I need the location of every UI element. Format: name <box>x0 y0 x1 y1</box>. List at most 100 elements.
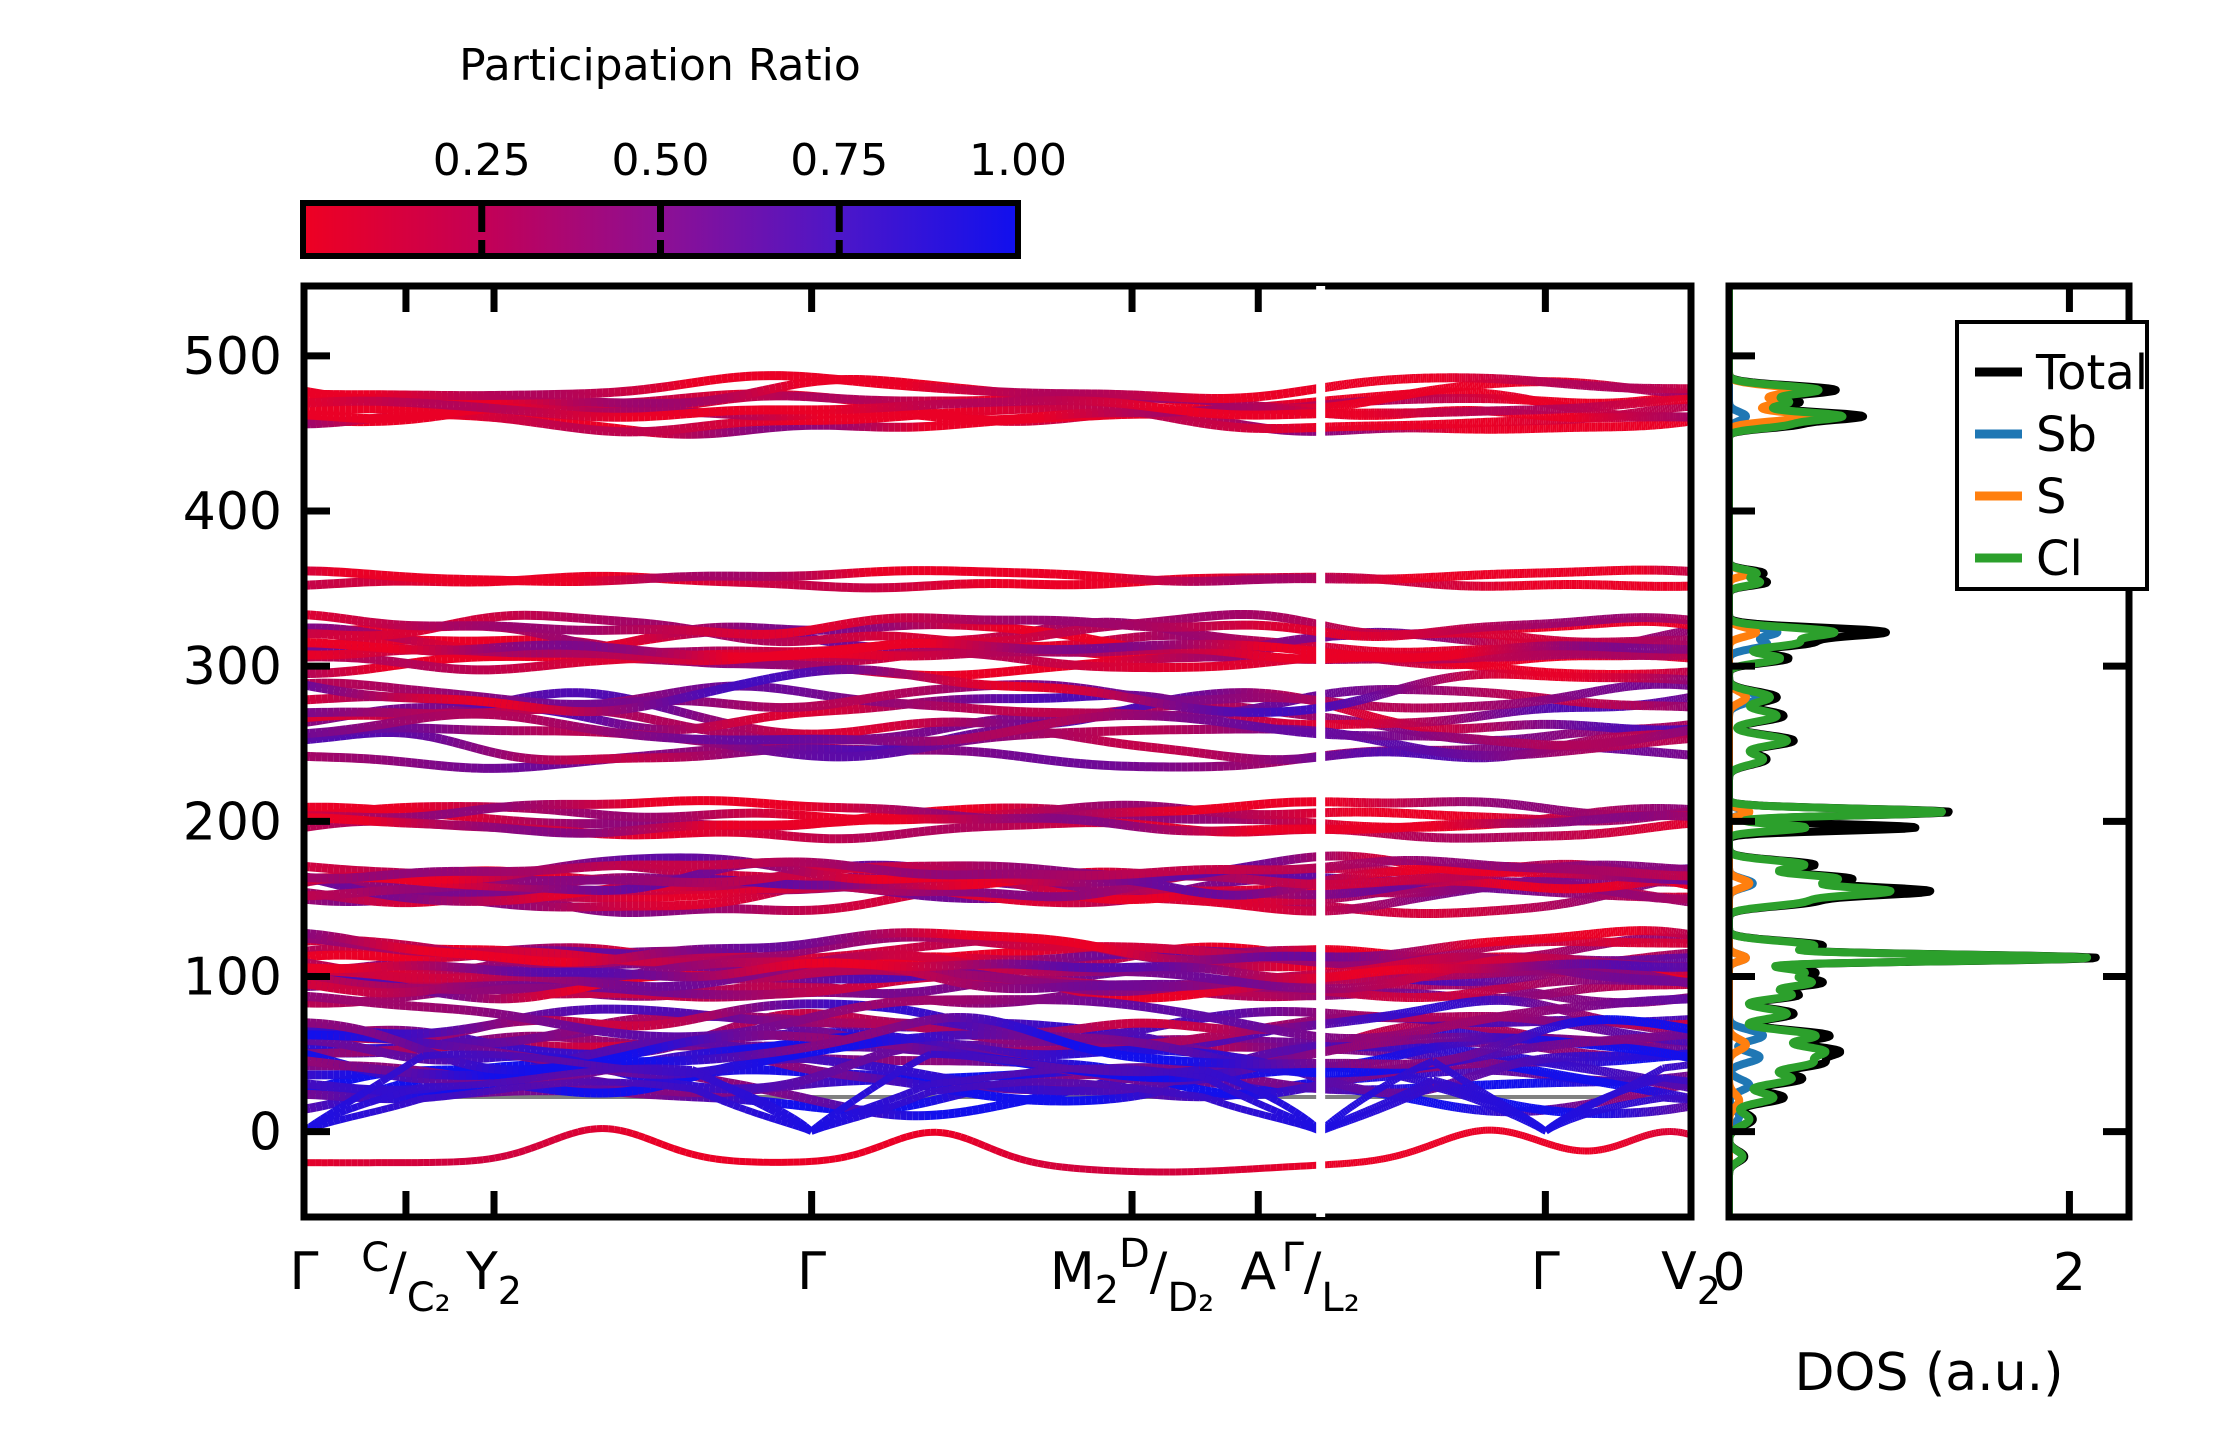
band-segment <box>709 395 717 405</box>
band-segment <box>685 393 693 403</box>
band-segment <box>452 407 460 417</box>
band-segment <box>828 633 836 644</box>
band-segment <box>733 426 741 437</box>
band-segment <box>840 639 848 649</box>
band-segment <box>1037 411 1045 422</box>
band-segment <box>553 632 562 643</box>
band-segment <box>738 389 747 400</box>
band-segment <box>1270 390 1278 400</box>
band-segment <box>840 632 848 643</box>
band-segment <box>912 632 920 643</box>
band-segment <box>1264 610 1272 621</box>
band-segment <box>345 625 353 635</box>
band-segment <box>518 406 526 416</box>
band-segment <box>1174 614 1182 625</box>
band-segment <box>1216 632 1224 643</box>
band-segment <box>816 373 824 383</box>
band-segment <box>428 410 436 420</box>
colorbar-tick-label-1: 0.50 <box>612 135 710 186</box>
band-segment <box>768 383 777 394</box>
band-segment <box>1121 633 1129 644</box>
band-segment <box>1096 636 1105 647</box>
band-segment <box>1115 398 1123 408</box>
band-segment <box>739 425 747 436</box>
band-segment <box>1294 386 1302 397</box>
band-segment <box>398 628 407 639</box>
band-segment <box>1049 622 1057 633</box>
band-segment <box>440 408 448 419</box>
band-segment <box>1127 399 1135 410</box>
band-segment <box>727 427 735 437</box>
band-segment <box>1043 630 1051 640</box>
band-segment <box>1198 629 1206 640</box>
band-segment <box>1234 634 1242 645</box>
band-segment <box>333 417 341 427</box>
band-segment <box>1210 420 1218 430</box>
band-segment <box>744 388 753 399</box>
band-segment <box>494 412 502 423</box>
band-segment <box>1007 630 1015 640</box>
colorbar-tick-label-3: 1.00 <box>969 135 1067 186</box>
band-segment <box>535 628 544 639</box>
band-segment <box>661 425 669 436</box>
band-segment <box>1293 615 1302 626</box>
band-segment <box>560 421 568 432</box>
band-segment <box>1085 633 1093 644</box>
band-segment <box>482 411 490 422</box>
band-segment <box>1228 398 1236 408</box>
band-segment <box>691 422 699 432</box>
band-segment <box>458 406 466 417</box>
band-segment <box>691 377 699 388</box>
band-segment <box>649 631 658 642</box>
band-segment <box>1079 624 1087 635</box>
band-segment <box>1288 387 1296 398</box>
band-segment <box>1156 616 1164 627</box>
band-segment <box>1115 634 1123 644</box>
band-segment <box>703 375 711 386</box>
band-segment <box>1305 384 1314 395</box>
band-segment <box>745 425 753 435</box>
band-segment <box>733 372 741 383</box>
band-segment <box>1019 624 1027 635</box>
band-segment <box>536 418 544 428</box>
band-segment <box>1144 401 1153 412</box>
band-segment <box>751 635 759 645</box>
band-segment <box>930 411 938 422</box>
band-segment <box>619 638 628 649</box>
band-segment <box>512 405 520 416</box>
band-segment <box>763 423 770 433</box>
band-segment <box>1192 612 1200 623</box>
band-segment <box>470 614 478 625</box>
band-segment <box>649 619 657 629</box>
band-segment <box>727 373 735 383</box>
band-segment <box>769 422 776 433</box>
band-segment <box>918 633 926 643</box>
band-segment <box>1133 400 1141 410</box>
band-segment <box>673 424 681 434</box>
band-segment <box>655 382 663 393</box>
band-segment <box>542 408 550 418</box>
band-segment <box>1186 416 1195 427</box>
band-segment <box>631 385 639 396</box>
band-segment <box>1174 414 1183 425</box>
band-segment <box>410 412 418 422</box>
band-segment <box>1121 398 1129 409</box>
band-segment <box>1300 385 1308 396</box>
band-segment <box>584 424 591 435</box>
band-segment <box>715 394 723 405</box>
band-segment <box>393 629 400 639</box>
band-segment <box>542 419 550 429</box>
band-segment <box>721 419 729 429</box>
band-segment <box>428 638 436 649</box>
band-segment <box>637 618 645 628</box>
band-segment <box>339 624 347 635</box>
band-segment <box>625 386 633 396</box>
band-segment <box>661 381 669 392</box>
band-segment <box>1090 634 1099 645</box>
band-segment <box>750 387 759 398</box>
colorbar-tick-label-0: 0.25 <box>433 135 531 186</box>
band-segment <box>1288 635 1296 646</box>
band-segment <box>1073 639 1081 649</box>
band-segment <box>798 378 807 389</box>
